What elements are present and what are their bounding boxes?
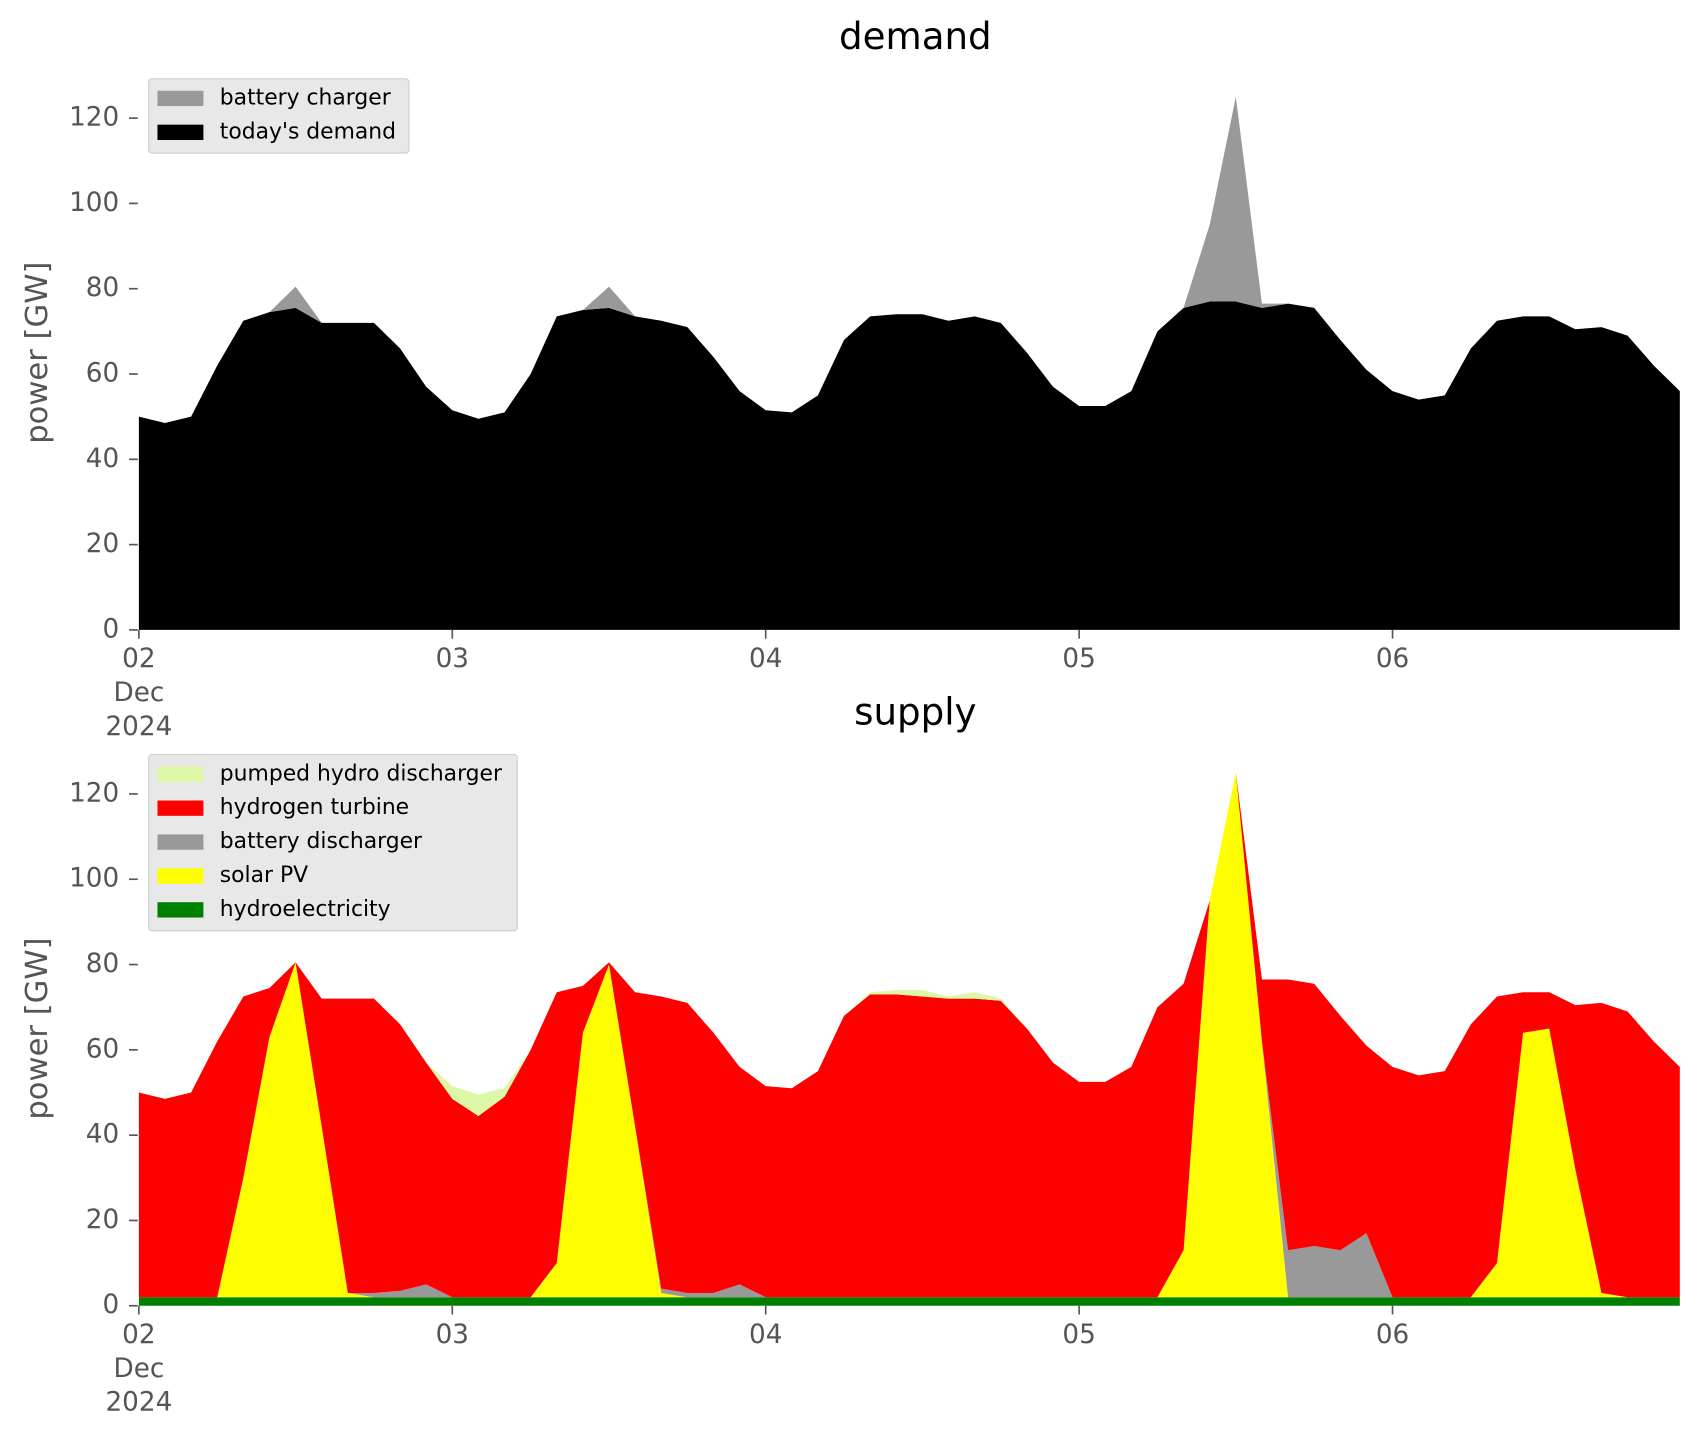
y-tick-label: 0 — [102, 1290, 119, 1320]
area — [138, 1297, 1680, 1306]
x-tick-label: 02 Dec 2024 — [105, 1318, 173, 1418]
y-tick-label: 100 — [69, 188, 119, 218]
legend-label: battery discharger — [220, 829, 422, 854]
legend-swatch — [157, 868, 204, 884]
y-tick-label: 20 — [86, 1205, 119, 1235]
x-tick-label: 02 Dec 2024 — [105, 643, 173, 742]
chart-title: demand — [839, 14, 992, 58]
legend-label: hydrogen turbine — [220, 795, 409, 820]
legend-label: hydroelectricity — [220, 897, 391, 922]
y-tick-label: 80 — [86, 949, 119, 979]
x-tick-label: 06 — [1375, 1318, 1410, 1350]
y-tick-label: 40 — [86, 444, 119, 474]
legend-box — [148, 754, 518, 932]
legend-swatch — [157, 124, 204, 140]
legend-swatch — [157, 834, 204, 850]
y-tick-label: 120 — [69, 103, 119, 133]
x-tick-label: 05 — [1062, 1318, 1096, 1350]
x-tick-label: 04 — [748, 643, 783, 674]
legend-box — [148, 78, 410, 154]
area — [138, 301, 1680, 630]
x-tick-label: 05 — [1062, 643, 1096, 674]
legend-label: today's demand — [220, 119, 396, 144]
legend-swatch — [157, 800, 204, 816]
y-tick-label: 100 — [69, 864, 119, 894]
x-tick-label: 03 — [435, 1318, 469, 1350]
legend-swatch — [157, 902, 204, 918]
x-tick-label: 03 — [435, 643, 469, 674]
y-tick-label: 60 — [86, 359, 119, 389]
area — [138, 772, 1680, 1298]
area — [138, 772, 1680, 1298]
y-tick-label: 0 — [102, 614, 119, 644]
x-tick-label: 06 — [1375, 643, 1410, 674]
legend-label: solar PV — [220, 863, 308, 888]
y-axis-label: power [GW] — [20, 262, 55, 444]
y-tick-label: 20 — [86, 529, 119, 559]
y-axis-label: power [GW] — [20, 937, 55, 1119]
legend-swatch — [157, 90, 204, 107]
y-tick-label: 120 — [69, 778, 119, 808]
y-tick-label: 40 — [86, 1120, 119, 1150]
legend-swatch — [157, 766, 204, 782]
legend-label: battery charger — [220, 85, 391, 110]
legend-label: pumped hydro discharger — [220, 761, 502, 786]
chart-title: supply — [854, 690, 976, 734]
y-tick-label: 80 — [86, 273, 119, 303]
y-tick-label: 60 — [86, 1034, 119, 1064]
x-tick-label: 04 — [748, 1318, 783, 1350]
